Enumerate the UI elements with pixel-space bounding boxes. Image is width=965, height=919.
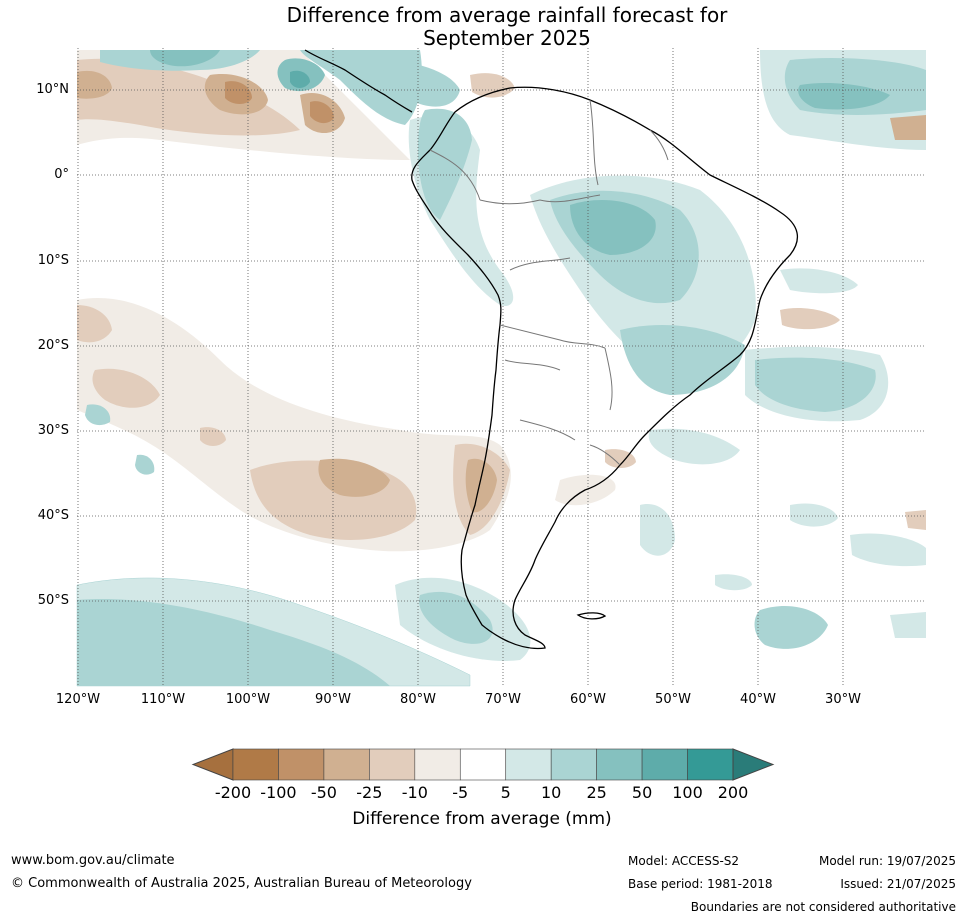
longitude-label: 80°W xyxy=(400,692,436,707)
website-link[interactable]: www.bom.gov.au/climate xyxy=(11,853,175,868)
colorbar-segment xyxy=(596,748,643,781)
colorbar-tick-label: -50 xyxy=(310,783,337,802)
colorbar-segment xyxy=(278,748,325,781)
copyright-text: © Commonwealth of Australia 2025, Austra… xyxy=(11,876,472,891)
dry-region-east-atlantic-small xyxy=(905,510,926,530)
wet-region-south-atlantic-7 xyxy=(715,574,752,591)
dry-region-n-core xyxy=(225,81,252,104)
model-run-date: Model run: 19/07/2025 xyxy=(818,854,956,868)
wet-region-south-atlantic-core xyxy=(755,357,876,412)
model-name: Model: ACCESS-S2 xyxy=(628,854,740,868)
coastline xyxy=(304,49,799,650)
base-period: Base period: 1981-2018 xyxy=(628,877,773,891)
colorbar-tick-label: 25 xyxy=(586,783,607,802)
colorbar-extend-high xyxy=(732,748,775,781)
colorbar-tick-label: -200 xyxy=(214,783,252,802)
anomaly-layer xyxy=(76,50,926,687)
wet-region-south-atlantic-2 xyxy=(780,268,858,294)
latitude-label: 0° xyxy=(54,167,69,182)
colorbar-tick-label: -5 xyxy=(452,783,469,802)
border-lines xyxy=(429,99,669,466)
colorbar-segment xyxy=(687,748,734,781)
color-legend xyxy=(191,748,775,781)
wet-region-andes-north-core xyxy=(418,108,472,220)
longitude-label: 110°W xyxy=(140,692,186,707)
colorbar-tick-label: -100 xyxy=(260,783,297,802)
latitude-label: 10°S xyxy=(37,253,69,268)
colorbar-tick-label: -10 xyxy=(401,783,428,802)
colorbar-tick-label: 200 xyxy=(717,783,749,802)
longitude-label: 30°W xyxy=(825,692,861,707)
dry-region-se-pacific-3 xyxy=(318,458,390,497)
map-title: Difference from average rainfall forecas… xyxy=(0,4,965,50)
colorbar-tick-label: 100 xyxy=(672,783,703,802)
falkland-islands xyxy=(576,612,607,620)
dry-region-caribbean xyxy=(470,73,515,98)
colorbar-tick-label: 50 xyxy=(631,783,653,802)
wet-region-central-america-strong xyxy=(290,70,310,88)
wet-region-south-atlantic-6 xyxy=(754,605,828,649)
colorbar-segment xyxy=(641,748,688,781)
dry-region-west-core xyxy=(77,70,112,99)
colorbar-segment xyxy=(323,748,370,781)
latitude-label: 50°S xyxy=(37,593,69,608)
dry-region-chile-core xyxy=(465,458,497,513)
colorbar-extend-low xyxy=(191,748,234,781)
wet-region-uruguay xyxy=(648,428,740,465)
title-line-2: September 2025 xyxy=(423,26,591,50)
colorbar-segment xyxy=(550,748,597,781)
dry-region-pacific-small xyxy=(200,427,226,446)
longitude-label: 120°W xyxy=(55,692,101,707)
wet-region-south-atlantic-5 xyxy=(850,533,926,567)
wet-region-pacific-west-small xyxy=(85,404,111,426)
colorbar-segment xyxy=(232,748,279,781)
dry-region-north-pacific-2 xyxy=(77,58,300,136)
colorbar-tick-label: 5 xyxy=(500,783,511,802)
colorbar-segment xyxy=(505,748,552,781)
colorbar-segment xyxy=(459,748,507,781)
wet-region-colombia xyxy=(380,60,460,107)
latitude-label: 10°N xyxy=(36,82,69,97)
wet-region-southeast-brazil xyxy=(620,325,745,395)
issued-date: Issued: 21/07/2025 xyxy=(840,877,956,891)
colorbar-segment xyxy=(369,748,416,781)
longitude-label: 70°W xyxy=(485,692,521,707)
wet-region-pacific-west-small-2 xyxy=(135,454,155,475)
colorbar-tick-label: -25 xyxy=(356,783,383,802)
graticule xyxy=(77,48,926,686)
wet-region-south-atlantic-8 xyxy=(890,612,926,638)
wet-region-nw-pacific-core xyxy=(150,50,220,67)
wet-region-south-pacific-inner xyxy=(77,599,390,686)
wet-region-south-atlantic-3 xyxy=(640,504,675,556)
wet-region-amazon-core xyxy=(570,200,656,255)
dry-region-gulf-core xyxy=(310,101,334,124)
boundaries-disclaimer: Boundaries are not considered authoritat… xyxy=(690,900,956,914)
colorbar-segment xyxy=(414,748,461,781)
colorbar-title: Difference from average (mm) xyxy=(352,809,612,829)
central-america-outline xyxy=(304,49,413,113)
dry-region-pacific-mid xyxy=(92,368,160,408)
wet-region-drake-inner xyxy=(419,591,493,644)
colorbar-tick-label: 10 xyxy=(540,783,562,802)
longitude-label: 90°W xyxy=(315,692,351,707)
latitude-label: 40°S xyxy=(37,508,69,523)
latitude-label: 30°S xyxy=(37,423,69,438)
longitude-label: 40°W xyxy=(740,692,776,707)
dry-region-uruguay-spot xyxy=(605,449,636,468)
country-borders xyxy=(429,99,669,466)
wet-region-south-atlantic-4 xyxy=(790,503,838,527)
dry-region-atlantic-small xyxy=(780,308,840,330)
dry-region-north-atlantic xyxy=(890,115,926,140)
south-america-outline xyxy=(411,86,799,650)
latitude-label: 20°S xyxy=(37,338,69,353)
longitude-label: 50°W xyxy=(655,692,691,707)
dry-region-pacific-west xyxy=(77,305,112,343)
title-line-1: Difference from average rainfall forecas… xyxy=(286,3,728,27)
longitude-label: 100°W xyxy=(225,692,271,707)
longitude-label: 60°W xyxy=(570,692,606,707)
